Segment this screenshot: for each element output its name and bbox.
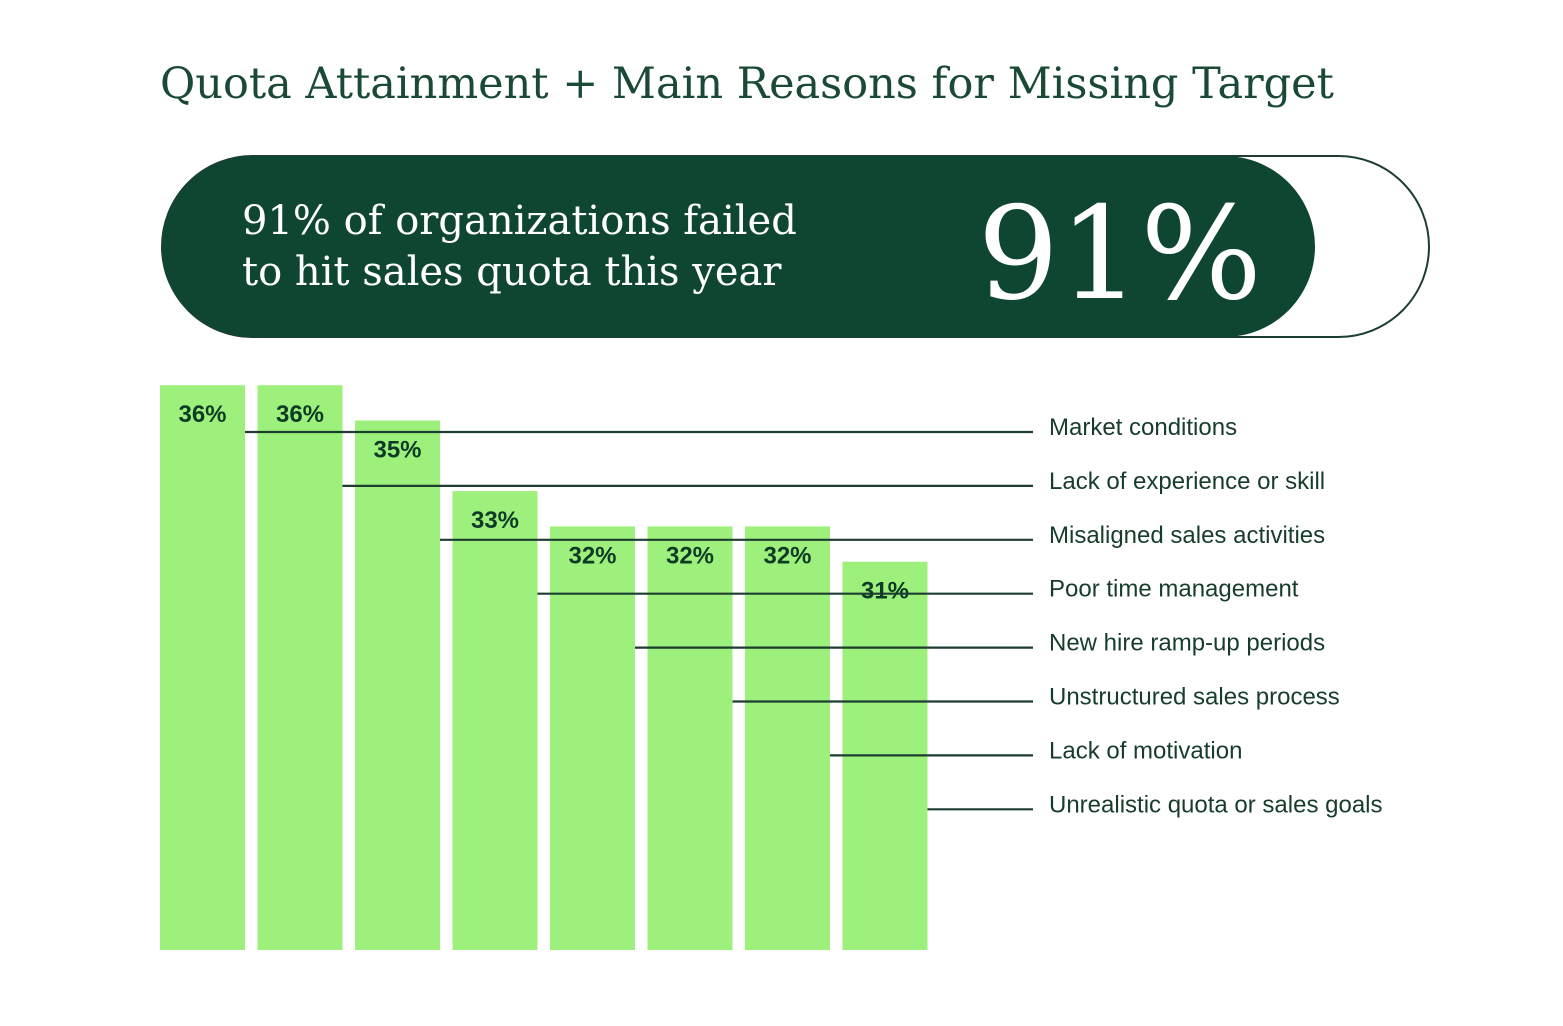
bar-2 [257, 385, 343, 950]
reason-label-2: Lack of experience or skill [1049, 468, 1325, 495]
reason-labels-group: Market conditions Lack of experience or s… [1049, 414, 1383, 818]
chart-title: Quota Attainment + Main Reasons for Miss… [160, 59, 1334, 109]
bar-value-label-5: 32% [568, 542, 616, 569]
bar-value-label-3: 35% [373, 437, 421, 464]
bar-value-label-4: 33% [471, 507, 519, 534]
reason-label-4: Poor time management [1049, 576, 1299, 603]
leader-lines-group [245, 430, 1033, 811]
bar-value-label-6: 32% [666, 542, 714, 569]
bar-value-label-7: 32% [763, 542, 811, 569]
highlight-pill: 91% of organizations failed to hit sales… [161, 155, 1430, 338]
bar-value-label-2: 36% [276, 401, 324, 428]
bar-value-label-1: 36% [178, 401, 226, 428]
reason-label-8: Unrealistic quota or sales goals [1049, 791, 1383, 818]
bar-1 [160, 385, 245, 950]
bar-value-label-8: 31% [861, 578, 909, 605]
reason-label-6: Unstructured sales process [1049, 684, 1340, 711]
bar-7 [745, 526, 830, 950]
highlight-line-2: to hit sales quota this year [242, 249, 782, 295]
highlight-big-percent: 91% [978, 180, 1263, 329]
bar-4 [452, 491, 538, 950]
reason-label-1: Market conditions [1049, 414, 1237, 441]
reason-label-3: Misaligned sales activities [1049, 522, 1325, 549]
highlight-line-1: 91% of organizations failed [242, 198, 797, 244]
bar-6 [647, 526, 733, 950]
bars-group: 36% 36% 35% 33% 32% 32% 32% 31% [160, 385, 928, 950]
reason-label-5: New hire ramp-up periods [1049, 630, 1325, 657]
pill-fill-progress [162, 156, 1315, 337]
reason-label-7: Lack of motivation [1049, 737, 1242, 764]
bar-5 [550, 526, 635, 950]
bar-3 [355, 420, 440, 950]
